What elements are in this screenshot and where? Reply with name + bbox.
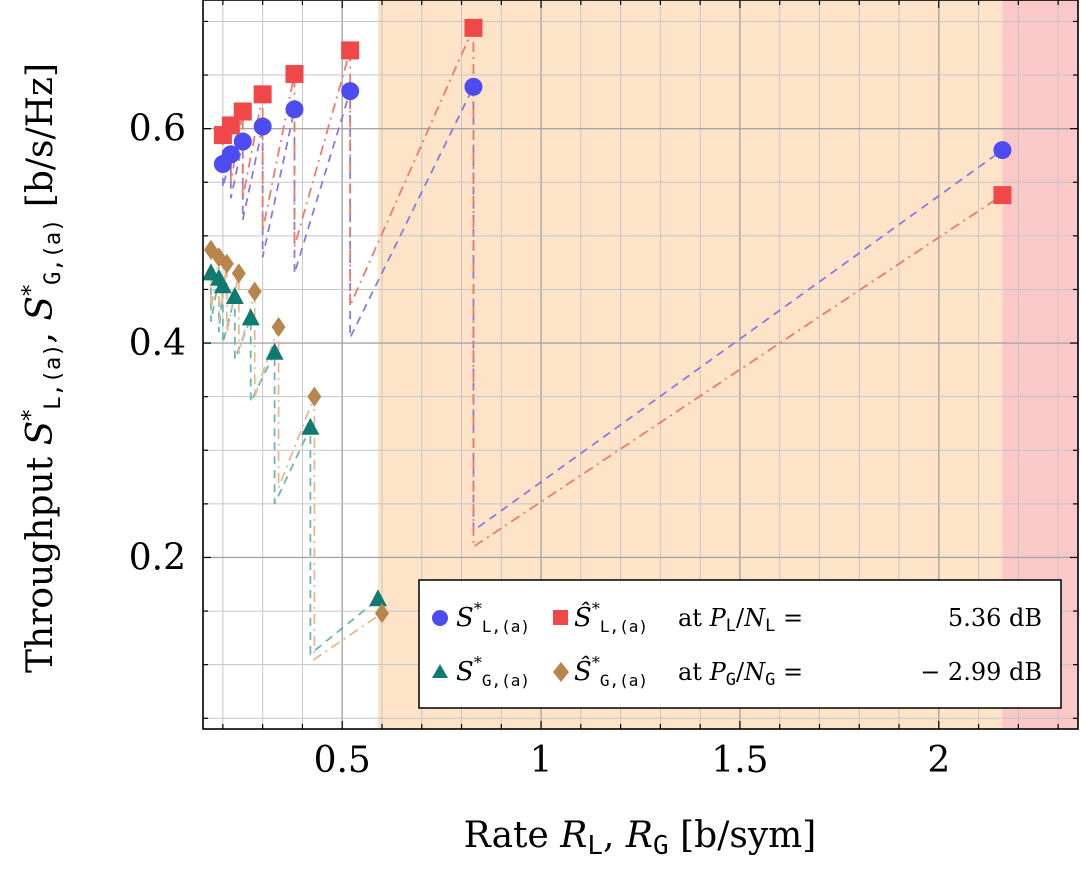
x-tick-label: 0.5 — [314, 740, 371, 781]
data-point-triangle — [241, 308, 260, 326]
data-point-diamond — [307, 386, 322, 407]
legend-box — [418, 579, 1062, 709]
data-point-diamond — [231, 263, 246, 284]
plot-frame — [202, 0, 1079, 730]
legend-value-2: − 2.99 dB — [920, 658, 1042, 686]
data-point-circle — [341, 82, 360, 101]
legend-marker-triangle — [432, 664, 448, 678]
data-point-diamond — [219, 253, 234, 274]
series-line-2 — [210, 273, 379, 656]
data-point-circle — [993, 141, 1012, 160]
series-markers — [201, 18, 1012, 624]
data-point-circle — [221, 145, 240, 164]
data-point-circle — [285, 100, 304, 119]
series-line-1 — [221, 27, 1003, 549]
data-point-square — [221, 116, 240, 135]
data-point-triangle — [213, 276, 232, 294]
legend-sym-a-1: S*L,(a) — [456, 599, 530, 636]
series-line-3 — [210, 249, 383, 662]
data-point-square — [253, 85, 272, 104]
y-tick-label: 0.4 — [129, 323, 186, 364]
data-point-triangle — [301, 417, 320, 435]
data-point-square — [341, 41, 360, 60]
x-tick-label: 2 — [927, 740, 950, 781]
data-point-square — [464, 18, 483, 37]
x-axis-label: Rate RL, RG [b/sym] — [464, 815, 817, 861]
y-tick-label: 0.2 — [129, 537, 186, 578]
legend-marker-square — [553, 610, 568, 625]
legend-text-1: at PL/NL = — [678, 604, 803, 636]
legend: S*L,(a) Ŝ*L,(a) at PL/NL = 5.36 dB S*G,(… — [418, 579, 1062, 709]
x-tick-label: 1 — [530, 740, 553, 781]
data-point-triangle — [225, 286, 244, 304]
legend-marker-diamond — [553, 662, 569, 682]
data-point-diamond — [247, 281, 262, 302]
data-point-diamond — [374, 603, 389, 624]
data-point-diamond — [271, 316, 286, 337]
axis-ticks: 0.5 1 1.5 2 0.2 0.4 0.6 — [129, 0, 1078, 781]
data-point-square — [233, 102, 252, 121]
legend-value-1: 5.36 dB — [948, 604, 1042, 632]
data-point-triangle — [265, 342, 284, 360]
legend-sym-a-2: S*G,(a) — [456, 653, 530, 690]
data-point-triangle — [369, 589, 387, 607]
data-point-circle — [253, 117, 272, 136]
data-point-circle — [464, 77, 483, 96]
x-tick-label: 1.5 — [711, 740, 768, 781]
y-axis-label: Throughput S*L,(a), S*G,(a) [b/s/Hz] — [19, 63, 66, 673]
data-point-circle — [233, 132, 252, 151]
data-point-square — [285, 64, 304, 83]
legend-sym-b-1: Ŝ*L,(a) — [574, 599, 648, 636]
data-point-square — [993, 186, 1012, 205]
y-tick-label: 0.6 — [129, 109, 186, 150]
legend-marker-circle — [432, 610, 448, 626]
legend-sym-b-2: Ŝ*G,(a) — [574, 653, 648, 690]
legend-text-2: at PG/NG = — [678, 658, 803, 690]
